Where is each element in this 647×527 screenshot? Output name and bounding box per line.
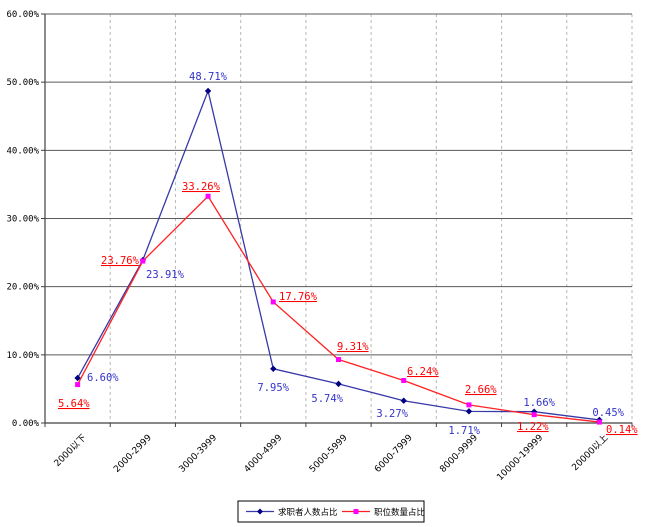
x-axis-category-label: 20000以上 bbox=[570, 432, 611, 473]
data-point-label: 23.91% bbox=[146, 269, 185, 281]
y-axis-tick-label: 0.00% bbox=[12, 419, 40, 429]
data-point-label: 6.24% bbox=[407, 366, 439, 378]
data-point-label: 1.22% bbox=[517, 421, 549, 433]
legend-box bbox=[237, 500, 425, 523]
data-point-label: 1.66% bbox=[523, 397, 555, 409]
square-marker bbox=[596, 419, 602, 425]
legend-label-positions: 职位数量占比 bbox=[374, 507, 425, 518]
diamond-marker bbox=[270, 365, 277, 373]
x-axis-category-label: 8000-9999 bbox=[438, 433, 480, 475]
data-point-label: 23.76% bbox=[101, 255, 140, 267]
data-point-label: 5.64% bbox=[58, 398, 90, 410]
square-marker bbox=[336, 357, 341, 363]
data-point-label: 0.14% bbox=[606, 424, 638, 436]
diamond-marker bbox=[400, 397, 407, 404]
data-point-label: 6.60% bbox=[87, 372, 119, 384]
diamond-marker bbox=[335, 380, 342, 388]
square-marker bbox=[75, 382, 81, 388]
data-point-label: 7.95% bbox=[257, 382, 289, 394]
y-axis-tick-label: 60.00% bbox=[6, 10, 39, 20]
y-axis-tick-label: 50.00% bbox=[6, 78, 39, 88]
x-axis-category-label: 2000-2999 bbox=[112, 433, 154, 475]
x-axis-category-label: 6000-7999 bbox=[373, 433, 415, 475]
data-point-label: 17.76% bbox=[279, 291, 318, 303]
data-point-label: 5.74% bbox=[311, 393, 343, 405]
data-point-label: 2.66% bbox=[465, 384, 497, 396]
diamond-marker bbox=[74, 374, 81, 382]
data-point-label: 0.45% bbox=[592, 407, 624, 419]
data-point-label: 3.27% bbox=[376, 408, 408, 420]
legend-label-jobseekers: 求职者人数占比 bbox=[278, 507, 338, 518]
data-point-label: 48.71% bbox=[189, 71, 228, 83]
x-axis-category-label: 4000-4999 bbox=[243, 433, 285, 475]
y-axis-tick-label: 40.00% bbox=[6, 146, 39, 156]
square-marker bbox=[205, 193, 211, 199]
square-marker bbox=[270, 299, 276, 305]
jobseeker-series-line bbox=[77, 88, 600, 421]
legend-diamond-marker bbox=[257, 508, 263, 515]
x-axis-category-label: 3000-3999 bbox=[177, 433, 219, 475]
x-axis-category-label: 5000-5999 bbox=[308, 433, 350, 475]
diamond-marker bbox=[465, 408, 473, 415]
positions-series-line bbox=[77, 195, 600, 423]
data-point-label: 33.26% bbox=[182, 181, 221, 193]
y-axis-tick-label: 30.00% bbox=[6, 215, 39, 225]
legend-item-positions: 职位数量占比 bbox=[342, 507, 425, 518]
data-point-label: 1.71% bbox=[448, 425, 480, 437]
y-axis-tick-label: 20.00% bbox=[6, 283, 39, 293]
x-axis-category-label: 10000-19999 bbox=[495, 433, 545, 483]
square-marker bbox=[401, 377, 407, 383]
legend-square-marker bbox=[353, 509, 359, 514]
square-marker bbox=[466, 402, 472, 408]
square-marker bbox=[140, 258, 146, 264]
x-axis-category-label: 2000以下 bbox=[53, 433, 89, 469]
legend-item-jobseekers: 求职者人数占比 bbox=[246, 507, 338, 518]
y-axis-tick-label: 10.00% bbox=[6, 351, 39, 361]
data-point-label: 9.31% bbox=[337, 341, 369, 353]
diamond-marker bbox=[204, 87, 212, 95]
square-marker bbox=[531, 412, 537, 418]
